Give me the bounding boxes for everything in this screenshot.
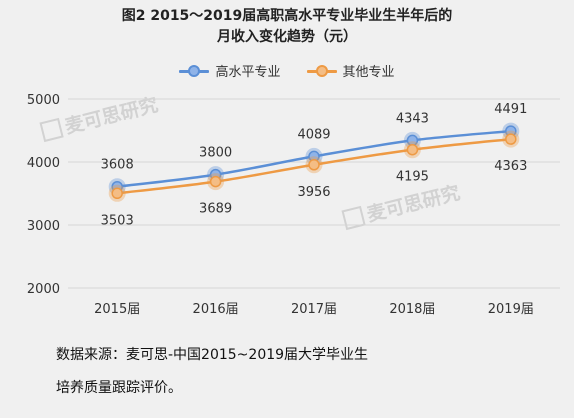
chart-title-line-1: 图2 2015～2019届高职高水平专业毕业生半年后的 — [121, 8, 453, 24]
data-point-halo-other — [108, 184, 126, 202]
data-label-other: 3956 — [297, 185, 330, 200]
data-label-high-level: 4343 — [396, 111, 429, 126]
x-tick-label: 2019届 — [488, 302, 534, 317]
data-point-other — [308, 159, 320, 171]
data-label-other: 4195 — [396, 170, 429, 185]
legend-item-other: 其他专业 — [306, 61, 395, 80]
source-note-line-2: 培养质量跟踪评价。 — [56, 380, 182, 396]
data-point-halo-other — [207, 173, 225, 191]
y-tick-label: 5000 — [27, 93, 60, 108]
x-tick-label: 2018届 — [389, 302, 435, 317]
data-label-high-level: 4089 — [297, 127, 330, 142]
x-tick-label: 2015届 — [94, 302, 140, 317]
legend-swatch-high-level — [179, 64, 210, 77]
chart-legend: 高水平专业 其他专业 — [0, 61, 574, 80]
data-point-halo-other — [305, 156, 323, 174]
data-label-other: 3503 — [101, 213, 134, 228]
x-tick-label: 2017届 — [291, 302, 337, 317]
y-tick-label: 2000 — [27, 282, 60, 297]
data-point-other — [406, 143, 419, 156]
legend-item-high-level: 高水平专业 — [179, 61, 281, 80]
chart-title-line-2: 月收入变化趋势（元） — [217, 29, 357, 45]
source-note-line-1: 数据来源：麦可思-中国2015~2019届大学毕业生 — [56, 347, 369, 363]
chart-title: 图2 2015～2019届高职高水平专业毕业生半年后的 月收入变化趋势（元） — [0, 6, 574, 48]
data-label-high-level: 4491 — [494, 102, 527, 117]
x-tick-label: 2016届 — [193, 302, 239, 317]
data-label-high-level: 3608 — [101, 158, 134, 173]
data-label-other: 3689 — [199, 202, 232, 217]
data-point-other — [505, 133, 517, 145]
legend-label-high-level: 高水平专业 — [215, 65, 281, 80]
legend-label-other: 其他专业 — [342, 65, 395, 80]
legend-swatch-other — [306, 64, 337, 77]
y-tick-label: 4000 — [27, 156, 60, 171]
data-point-halo-other — [502, 130, 520, 148]
data-label-other: 4363 — [494, 159, 527, 174]
data-label-high-level: 3800 — [199, 146, 232, 161]
data-point-halo-other — [403, 141, 421, 159]
data-point-other — [209, 175, 222, 188]
data-point-other — [111, 187, 123, 200]
y-tick-label: 3000 — [27, 219, 60, 234]
